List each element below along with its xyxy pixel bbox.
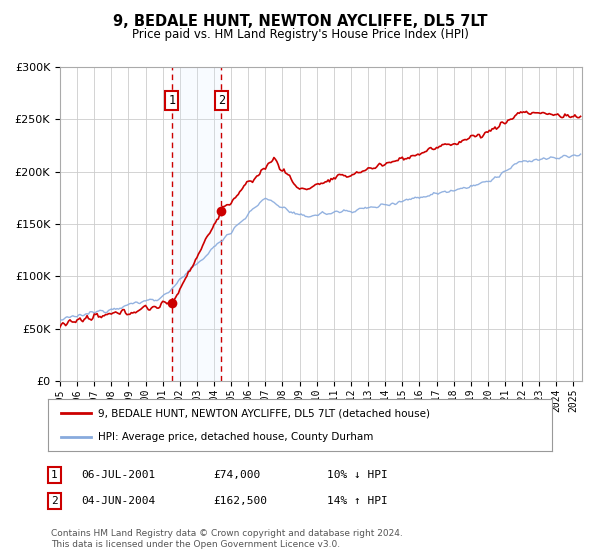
Text: 9, BEDALE HUNT, NEWTON AYCLIFFE, DL5 7LT (detached house): 9, BEDALE HUNT, NEWTON AYCLIFFE, DL5 7LT… (98, 408, 430, 418)
Text: 2: 2 (51, 496, 58, 506)
Text: 10% ↓ HPI: 10% ↓ HPI (327, 470, 388, 480)
Bar (172, 67, 221, 381)
Text: 06-JUL-2001: 06-JUL-2001 (81, 470, 155, 480)
Text: Price paid vs. HM Land Registry's House Price Index (HPI): Price paid vs. HM Land Registry's House … (131, 28, 469, 41)
Text: Contains HM Land Registry data © Crown copyright and database right 2024.
This d: Contains HM Land Registry data © Crown c… (51, 529, 403, 549)
Text: £74,000: £74,000 (213, 470, 260, 480)
Text: £162,500: £162,500 (213, 496, 267, 506)
Text: 9, BEDALE HUNT, NEWTON AYCLIFFE, DL5 7LT: 9, BEDALE HUNT, NEWTON AYCLIFFE, DL5 7LT (113, 14, 487, 29)
Text: 1: 1 (169, 94, 175, 107)
Text: 04-JUN-2004: 04-JUN-2004 (81, 496, 155, 506)
Text: HPI: Average price, detached house, County Durham: HPI: Average price, detached house, Coun… (98, 432, 374, 442)
Text: 14% ↑ HPI: 14% ↑ HPI (327, 496, 388, 506)
Text: 2: 2 (218, 94, 225, 107)
Text: 1: 1 (51, 470, 58, 480)
